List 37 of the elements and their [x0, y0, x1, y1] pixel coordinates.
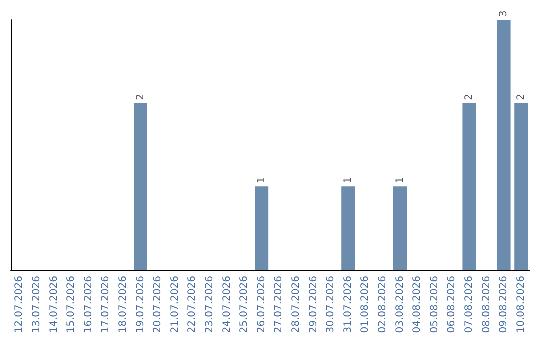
x-tick-label: 17.07.2026 [100, 276, 112, 334]
x-tick-label: 21.07.2026 [170, 276, 181, 334]
x-tick-label: 25.07.2026 [239, 276, 250, 334]
data-label: 1 [394, 177, 406, 184]
x-tick-label: 15.07.2026 [66, 276, 78, 334]
x-tick-label: 07.08.2026 [464, 276, 475, 334]
data-label: 1 [256, 177, 268, 184]
x-tick-label: 18.07.2026 [118, 276, 129, 334]
data-label: 2 [516, 94, 527, 100]
x-tick-label: 05.08.2026 [429, 276, 440, 334]
x-tick-label: 12.07.2026 [14, 276, 26, 334]
x-tick-label: 29.07.2026 [308, 276, 320, 334]
x-tick-label: 16.07.2026 [83, 276, 94, 334]
x-tick-label: 13.07.2026 [31, 276, 42, 334]
x-tick-label: 14.07.2026 [48, 276, 60, 334]
x-tick-label: 03.08.2026 [394, 276, 406, 334]
x-tick-label: 23.07.2026 [204, 276, 216, 334]
x-tick-label: 27.07.2026 [274, 276, 285, 334]
data-label: 2 [135, 94, 146, 100]
x-tick-label: 22.07.2026 [187, 276, 198, 334]
x-tick-label: 26.07.2026 [256, 276, 268, 334]
x-tick-label: 20.07.2026 [152, 276, 164, 334]
x-tick-label: 24.07.2026 [222, 276, 233, 334]
x-tick-label: 04.08.2026 [412, 276, 424, 334]
x-tick-label: 28.07.2026 [290, 276, 302, 334]
x-tick-label: 31.07.2026 [342, 276, 354, 334]
data-label: 1 [342, 177, 354, 184]
x-tick-label: 08.08.2026 [481, 276, 492, 334]
x-tick-label: 09.08.2026 [498, 276, 510, 334]
x-tick-label: 06.08.2026 [446, 276, 458, 334]
data-label: 3 [498, 10, 510, 17]
x-tick-label: 10.08.2026 [516, 276, 527, 334]
x-tick-label: 19.07.2026 [135, 276, 146, 334]
x-tick-label: 01.08.2026 [360, 276, 372, 334]
x-tick-label: 02.08.2026 [377, 276, 388, 334]
x-tick-label: 30.07.2026 [326, 276, 337, 334]
data-label: 2 [464, 94, 475, 100]
